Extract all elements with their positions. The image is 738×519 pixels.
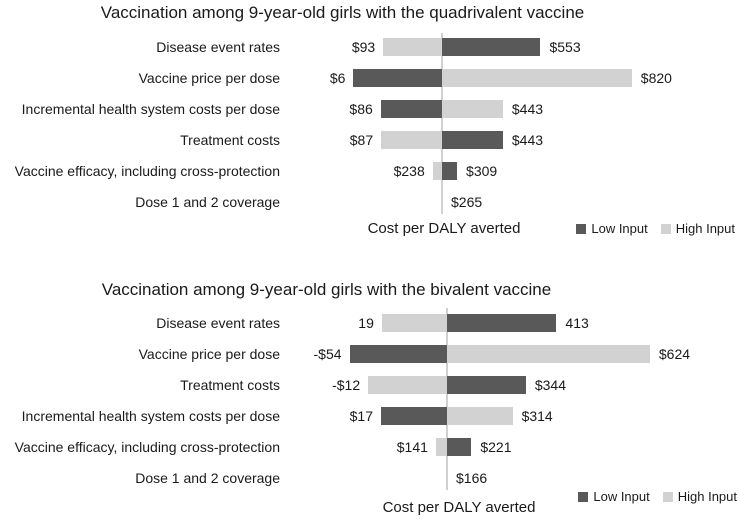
bar-high-input xyxy=(447,345,650,363)
bar-low-input xyxy=(353,69,442,87)
low-end-value-label: $86 xyxy=(349,101,373,117)
bar-low-input xyxy=(447,376,526,394)
high-end-value-label: $820 xyxy=(640,70,672,86)
low-end-value-label: $238 xyxy=(393,163,425,179)
low-end-value-label: $141 xyxy=(396,439,428,455)
low-end-value-label: $87 xyxy=(349,132,374,148)
bar-low-input xyxy=(380,100,442,118)
high-end-value-label: $344 xyxy=(534,377,566,393)
chart-title: Vaccination among 9-year-old girls with … xyxy=(101,280,552,299)
high-end-value-label: $443 xyxy=(511,101,544,117)
base-value-label: $265 xyxy=(451,194,483,210)
low-end-value-label: $93 xyxy=(351,39,376,55)
high-end-value-label: $309 xyxy=(466,163,498,179)
legend-label-low-input: Low Input xyxy=(591,221,648,236)
legend-label-high-input: High Input xyxy=(677,489,737,504)
axis-baseline xyxy=(446,308,448,490)
legend-swatch-high-input-icon xyxy=(660,223,671,234)
low-end-value-label: $17 xyxy=(349,408,373,424)
bar-high-input xyxy=(432,162,442,180)
bar-low-input xyxy=(442,38,541,56)
bar-low-input xyxy=(442,162,458,180)
high-end-value-label: 413 xyxy=(565,315,589,331)
high-end-value-label: $443 xyxy=(511,132,544,148)
category-label: Incremental health system costs per dose xyxy=(21,408,280,424)
x-axis-label: Cost per DALY averted xyxy=(367,220,521,237)
low-end-value-label: -$12 xyxy=(332,377,361,393)
bar-high-input xyxy=(447,407,513,425)
bar-low-input xyxy=(442,131,503,149)
legend-label-high-input: High Input xyxy=(675,221,735,236)
category-label: Treatment costs xyxy=(180,377,280,393)
category-label: Disease event rates xyxy=(156,39,280,55)
bar-high-input xyxy=(381,314,447,332)
low-end-value-label: -$54 xyxy=(313,346,342,362)
legend: Low Input High Input xyxy=(578,489,737,504)
x-axis-label: Cost per DALY averted xyxy=(382,499,536,516)
legend-swatch-low-input-icon xyxy=(576,223,587,234)
category-label: Vaccine efficacy, including cross-protec… xyxy=(14,439,280,455)
axis-baseline xyxy=(441,33,443,214)
bar-low-input xyxy=(380,407,447,425)
category-label: Dose 1 and 2 coverage xyxy=(135,194,280,210)
bar-low-input xyxy=(447,438,472,456)
bar-high-input xyxy=(435,438,447,456)
bar-low-input xyxy=(447,314,557,332)
category-label: Dose 1 and 2 coverage xyxy=(135,470,280,486)
category-label: Incremental health system costs per dose xyxy=(21,101,280,117)
chart-title: Vaccination among 9-year-old girls with … xyxy=(100,3,585,22)
high-end-value-label: $624 xyxy=(658,346,691,362)
legend-label-low-input: Low Input xyxy=(593,489,650,504)
high-end-value-label: $221 xyxy=(480,439,512,455)
category-label: Disease event rates xyxy=(156,315,280,331)
category-label: Vaccine efficacy, including cross-protec… xyxy=(14,163,280,179)
legend: Low Input High Input xyxy=(576,221,735,236)
bar-low-input xyxy=(349,345,447,363)
bar-high-input xyxy=(442,100,503,118)
high-end-value-label: $553 xyxy=(549,39,581,55)
category-label: Treatment costs xyxy=(180,132,280,148)
category-label: Vaccine price per dose xyxy=(138,346,280,362)
bar-high-input xyxy=(381,131,442,149)
bar-high-input xyxy=(442,69,632,87)
legend-swatch-low-input-icon xyxy=(578,491,589,502)
high-end-value-label: $314 xyxy=(521,408,553,424)
bar-high-input xyxy=(383,38,442,56)
low-end-value-label: $6 xyxy=(329,70,346,86)
bar-high-input xyxy=(368,376,447,394)
legend-swatch-high-input-icon xyxy=(662,491,673,502)
base-value-label: $166 xyxy=(456,470,488,486)
category-label: Vaccine price per dose xyxy=(138,70,280,86)
low-end-value-label: 19 xyxy=(358,315,374,331)
